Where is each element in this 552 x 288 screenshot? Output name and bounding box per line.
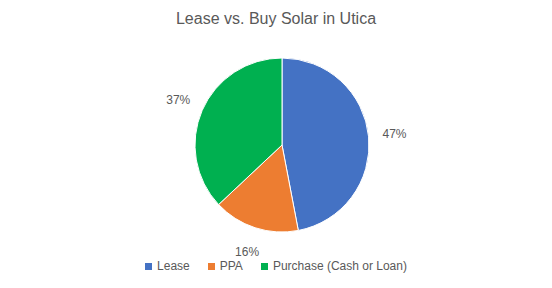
html-text:Lease: Lease <box>157 259 190 273</box>
svg-text:16%: 16% <box>235 245 259 259</box>
html-text:Purchase (Cash or Loan): Purchase (Cash or Loan) <box>272 259 407 273</box>
svg-text:37%: 37% <box>166 93 190 107</box>
svg-text:47%: 47% <box>382 127 406 141</box>
html-text:Lease vs. Buy Solar in Utica: Lease vs. Buy Solar in Utica <box>176 10 376 27</box>
html-text:PPA: PPA <box>219 259 243 273</box>
